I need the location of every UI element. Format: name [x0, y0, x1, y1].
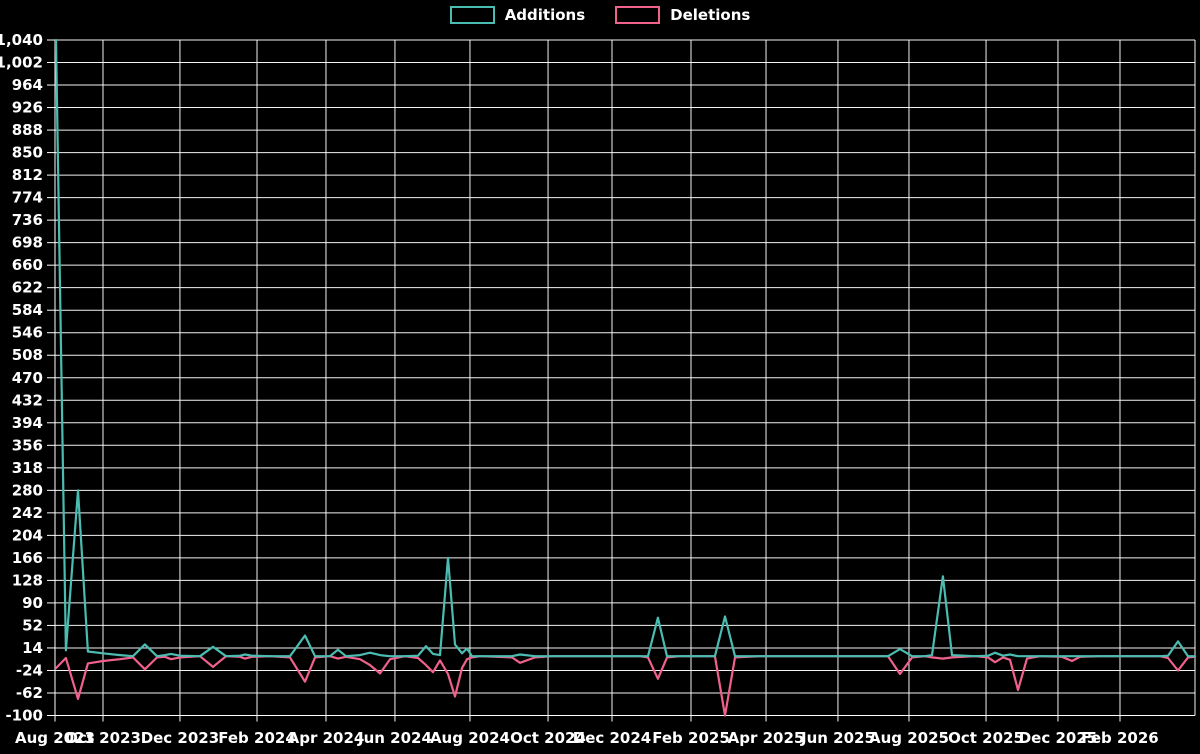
x-tick-label: Feb 2026	[1081, 729, 1159, 747]
y-tick-label: 52	[22, 616, 43, 634]
y-tick-label: 470	[12, 369, 43, 387]
y-tick-label: 394	[12, 414, 43, 432]
x-tick-label: Oct 2023	[65, 729, 141, 747]
legend-item-deletions[interactable]: Deletions	[615, 6, 750, 24]
y-tick-label: 622	[12, 279, 43, 297]
y-tick-label: 280	[12, 481, 43, 499]
x-tick-label: Aug 2025	[869, 729, 949, 747]
y-tick-label: 698	[12, 234, 43, 252]
x-tick-label: Aug 2023	[15, 729, 95, 747]
y-tick-label: 1,002	[0, 54, 43, 72]
y-tick-label: 812	[12, 166, 43, 184]
y-tick-label: 1,040	[0, 31, 43, 49]
legend-label-additions: Additions	[504, 5, 586, 24]
x-tick-label: Jun 2025	[800, 729, 875, 747]
y-tick-label: 850	[12, 144, 43, 162]
y-tick-label: 546	[12, 324, 43, 342]
x-tick-label: Oct 2024	[510, 729, 586, 747]
y-tick-label: 90	[22, 594, 43, 612]
y-tick-label: 774	[12, 189, 43, 207]
y-tick-label: 242	[12, 504, 43, 522]
y-tick-label: 128	[12, 571, 43, 589]
y-tick-label: 356	[12, 436, 43, 454]
legend: Additions Deletions	[0, 6, 1200, 24]
x-tick-label: Aug 2024	[430, 729, 510, 747]
legend-label-deletions: Deletions	[670, 5, 751, 24]
y-tick-label: -100	[5, 707, 43, 725]
additions-color-swatch-icon	[449, 6, 495, 24]
x-tick-label: Dec 2023	[141, 729, 220, 747]
deletions-color-swatch-icon	[615, 6, 661, 24]
x-tick-label: Dec 2025	[1019, 729, 1098, 747]
axis-labels: 1,040 1,002 964 926 888 850 812 774 736 698 660 622…	[0, 31, 1159, 747]
y-tick-label: -24	[16, 661, 43, 679]
legend-item-additions[interactable]: Additions	[449, 5, 586, 24]
x-tick-label: Feb 2025	[652, 729, 730, 747]
y-tick-label: 432	[12, 391, 43, 409]
y-tick-label: -62	[16, 684, 43, 702]
y-tick-label: 660	[12, 256, 43, 274]
x-tick-label: Jun 2024	[357, 729, 432, 747]
deletions-line[interactable]	[54, 655, 1197, 717]
additions-line[interactable]	[54, 38, 1197, 658]
grid	[54, 39, 1196, 716]
y-tick-label: 508	[12, 346, 43, 364]
y-tick-label: 166	[12, 549, 43, 567]
x-tick-label: Apr 2025	[728, 729, 805, 747]
y-tick-label: 888	[12, 121, 43, 139]
axes	[47, 39, 1195, 722]
y-tick-label: 14	[22, 639, 43, 657]
y-tick-label: 204	[12, 526, 43, 544]
x-tick-label: Apr 2024	[288, 729, 365, 747]
y-tick-label: 318	[12, 459, 43, 477]
y-tick-label: 584	[12, 301, 43, 319]
x-tick-label: Dec 2024	[573, 729, 652, 747]
y-tick-label: 736	[12, 211, 43, 229]
x-tick-label: Oct 2025	[948, 729, 1024, 747]
x-tick-label: Feb 2024	[218, 729, 296, 747]
y-tick-label: 964	[12, 76, 43, 94]
y-tick-label: 926	[12, 99, 43, 117]
